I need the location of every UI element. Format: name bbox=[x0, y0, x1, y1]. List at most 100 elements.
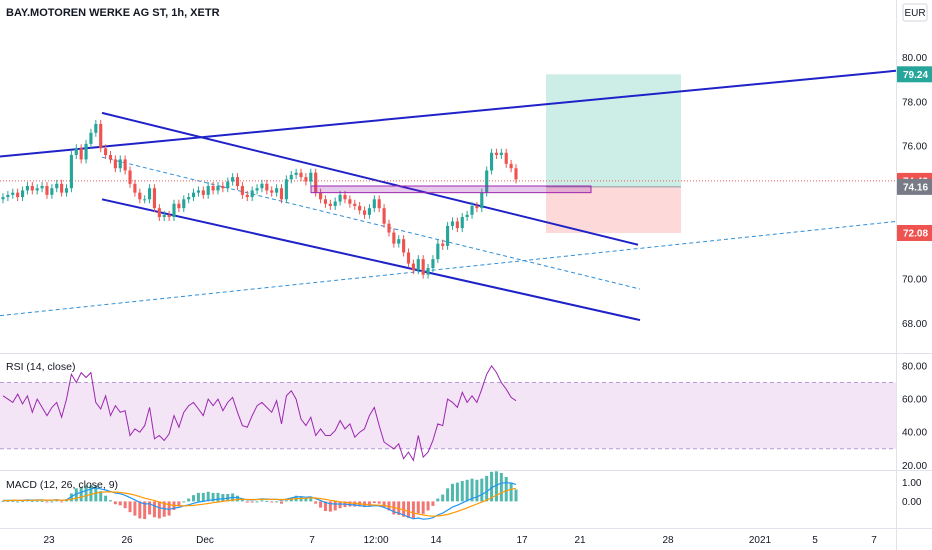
macd-histogram-bar bbox=[192, 495, 196, 502]
candle-body bbox=[25, 186, 30, 191]
candle-body bbox=[196, 190, 201, 193]
resistance-rectangle[interactable] bbox=[310, 185, 592, 194]
macd-histogram-bar bbox=[382, 501, 386, 508]
macd-histogram-bar bbox=[416, 501, 420, 514]
rsi-tick-label: 60.00 bbox=[902, 395, 927, 406]
macd-histogram-bar bbox=[21, 500, 25, 502]
candle-body bbox=[299, 172, 303, 178]
candle-body bbox=[182, 199, 186, 209]
macd-histogram-bar bbox=[74, 488, 78, 502]
candle-body bbox=[143, 199, 147, 201]
candle-body bbox=[509, 163, 513, 169]
candle-body bbox=[108, 154, 113, 160]
candle-body bbox=[436, 243, 440, 260]
candle-body bbox=[231, 177, 235, 182]
candle-body bbox=[255, 188, 259, 191]
candle-body bbox=[499, 152, 503, 155]
candle-body bbox=[177, 203, 181, 209]
candle-body bbox=[240, 186, 244, 195]
candle-body bbox=[69, 154, 73, 189]
candle-body bbox=[411, 263, 415, 271]
macd-histogram-bar bbox=[431, 501, 435, 506]
candle-body bbox=[60, 183, 64, 193]
macd-histogram-bar bbox=[338, 501, 342, 509]
macd-histogram-bar bbox=[333, 501, 337, 511]
candle-body bbox=[392, 232, 396, 244]
candle-body bbox=[377, 199, 381, 209]
candle-body bbox=[64, 188, 69, 193]
macd-histogram-bar bbox=[509, 482, 513, 502]
rsi-title: RSI (14, close) bbox=[6, 361, 75, 373]
candle-body bbox=[6, 194, 10, 198]
candle-body bbox=[275, 188, 279, 193]
price-tag-label: 72.08 bbox=[903, 228, 928, 239]
macd-histogram-bar bbox=[455, 482, 459, 502]
macd-histogram-bar bbox=[265, 500, 269, 502]
macd-histogram-bar bbox=[304, 498, 308, 502]
candle-body bbox=[11, 192, 15, 195]
trendlines[interactable] bbox=[0, 69, 897, 322]
macd-histogram-bar bbox=[216, 492, 220, 502]
rsi-pane: 20.00 40.00 60.00 80.00 bbox=[0, 361, 927, 472]
macd-histogram-bar bbox=[407, 501, 411, 518]
rsi-band-fill bbox=[0, 382, 896, 449]
candle-body bbox=[30, 186, 34, 191]
macd-histogram-bar bbox=[206, 491, 210, 502]
candle-body bbox=[387, 223, 391, 233]
time-tick-label: 23 bbox=[43, 535, 55, 546]
macd-histogram-bar bbox=[177, 501, 181, 507]
macd-histogram-bar bbox=[348, 501, 352, 507]
macd-histogram-bar bbox=[260, 500, 264, 502]
macd-histogram-bar bbox=[113, 501, 117, 505]
candle-body bbox=[113, 159, 117, 169]
candle-body bbox=[157, 208, 161, 218]
price-tick-label: 78.00 bbox=[902, 97, 927, 108]
candle-body bbox=[260, 183, 264, 189]
macd-histogram-bar bbox=[11, 500, 15, 502]
macd-histogram-bar bbox=[470, 478, 474, 502]
candle-body bbox=[441, 243, 445, 246]
time-tick-label: Dec bbox=[196, 535, 214, 546]
macd-histogram-bar bbox=[40, 500, 44, 502]
candle-body bbox=[470, 205, 474, 215]
candle-body bbox=[333, 201, 337, 206]
macd-histogram-bar bbox=[118, 501, 122, 506]
macd-histogram-bar bbox=[84, 485, 88, 502]
candle-body bbox=[55, 183, 59, 189]
candle-body bbox=[382, 208, 386, 224]
candle-body bbox=[206, 186, 210, 195]
price-tag-label: 74.16 bbox=[903, 182, 928, 193]
macd-histogram-bar bbox=[30, 500, 34, 502]
macd-histogram-bar bbox=[1, 500, 5, 502]
candle-body bbox=[147, 188, 152, 200]
candle-body bbox=[20, 190, 25, 198]
price-tag-bg bbox=[897, 178, 932, 195]
rising-trendline bbox=[0, 69, 897, 158]
macd-histogram-bar bbox=[446, 488, 450, 502]
candle-body bbox=[318, 192, 323, 200]
macd-histogram-bar bbox=[89, 485, 93, 502]
macd-histogram-bar bbox=[196, 492, 200, 502]
macd-histogram-bar bbox=[284, 500, 288, 502]
candle-body bbox=[338, 194, 342, 202]
macd-histogram-bar bbox=[211, 492, 215, 502]
time-tick-label: 5 bbox=[812, 535, 818, 546]
signal-line bbox=[3, 487, 517, 517]
price-tick-label: 70.00 bbox=[902, 275, 927, 286]
currency-badge[interactable] bbox=[902, 3, 928, 22]
candle-body bbox=[450, 221, 455, 226]
macd-histogram-bar bbox=[450, 483, 454, 502]
macd-histogram-bar bbox=[314, 501, 318, 504]
macd-title: MACD (12, 26, close, 9) bbox=[6, 479, 118, 491]
candle-body bbox=[104, 148, 108, 155]
macd-histogram-bar bbox=[201, 492, 205, 502]
price-tick-label: 76.00 bbox=[902, 142, 927, 153]
chart-title: BAY.MOTOREN WERKE AG ST, 1h, XETR bbox=[6, 7, 220, 19]
candle-body bbox=[372, 199, 376, 209]
price-tick-label: 80.00 bbox=[902, 53, 927, 64]
time-tick-label: 7 bbox=[871, 535, 877, 546]
macd-histogram-bar bbox=[182, 501, 186, 503]
macd-histogram-bar bbox=[377, 501, 381, 504]
candle-body bbox=[485, 170, 489, 193]
